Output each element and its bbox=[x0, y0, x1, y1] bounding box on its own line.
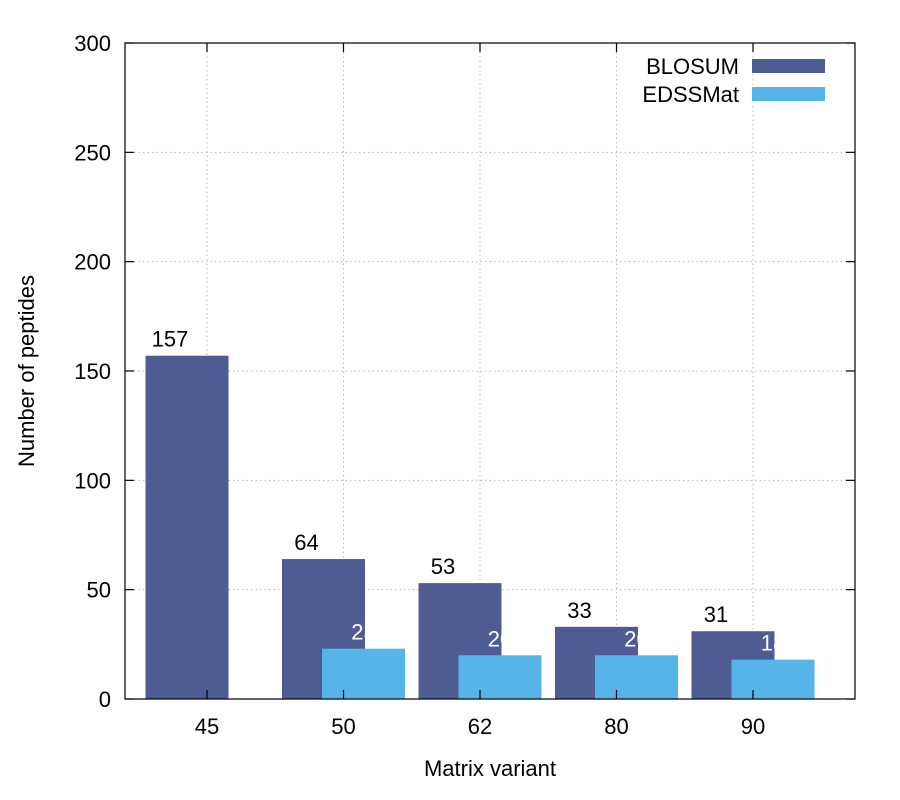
x-tick-label: 50 bbox=[331, 714, 355, 739]
legend-label-edssmat: EDSSMat bbox=[642, 82, 739, 107]
bar-value-label-edssmat: 20 bbox=[624, 626, 648, 651]
ticks: 0 50 100 150 200 250 300 45 50 62 80 90 bbox=[74, 31, 855, 739]
x-tick-label: 90 bbox=[741, 714, 765, 739]
bar-value-label-edssmat: 20 bbox=[488, 626, 512, 651]
bar-value-label-edssmat: 23 bbox=[351, 620, 375, 645]
bar-edssmat bbox=[595, 655, 678, 699]
x-tick-label: 45 bbox=[195, 714, 219, 739]
gridlines bbox=[125, 43, 855, 699]
bar-value-label-blosum: 64 bbox=[294, 530, 318, 555]
x-tick-label: 62 bbox=[468, 714, 492, 739]
y-tick-label: 200 bbox=[74, 250, 111, 275]
bar-value-labels: 157 64 53 33 31 23 20 20 18 bbox=[152, 327, 786, 656]
y-tick-label: 250 bbox=[74, 140, 111, 165]
legend: BLOSUM EDSSMat bbox=[642, 54, 825, 107]
y-tick-label: 300 bbox=[74, 31, 111, 56]
x-tick-label: 80 bbox=[604, 714, 628, 739]
bar-value-label-blosum: 53 bbox=[431, 554, 455, 579]
x-axis-title: Matrix variant bbox=[424, 756, 556, 781]
y-tick-label: 150 bbox=[74, 359, 111, 384]
y-tick-label: 50 bbox=[87, 578, 111, 603]
legend-label-blosum: BLOSUM bbox=[646, 54, 739, 79]
bars bbox=[145, 355, 815, 699]
y-tick-label: 0 bbox=[99, 687, 111, 712]
y-tick-label: 100 bbox=[74, 468, 111, 493]
bar-value-label-blosum: 157 bbox=[152, 327, 189, 352]
legend-swatch-edssmat bbox=[752, 87, 825, 101]
legend-swatch-blosum bbox=[752, 59, 825, 73]
bar-value-label-edssmat: 18 bbox=[761, 631, 785, 656]
y-axis-title: Number of peptides bbox=[14, 275, 39, 467]
bar-edssmat bbox=[322, 648, 405, 699]
bar-edssmat bbox=[458, 655, 542, 699]
bar-edssmat bbox=[731, 659, 815, 699]
bar-value-label-blosum: 33 bbox=[567, 598, 591, 623]
bar-blosum bbox=[145, 355, 229, 699]
bar-value-label-blosum: 31 bbox=[704, 602, 728, 627]
